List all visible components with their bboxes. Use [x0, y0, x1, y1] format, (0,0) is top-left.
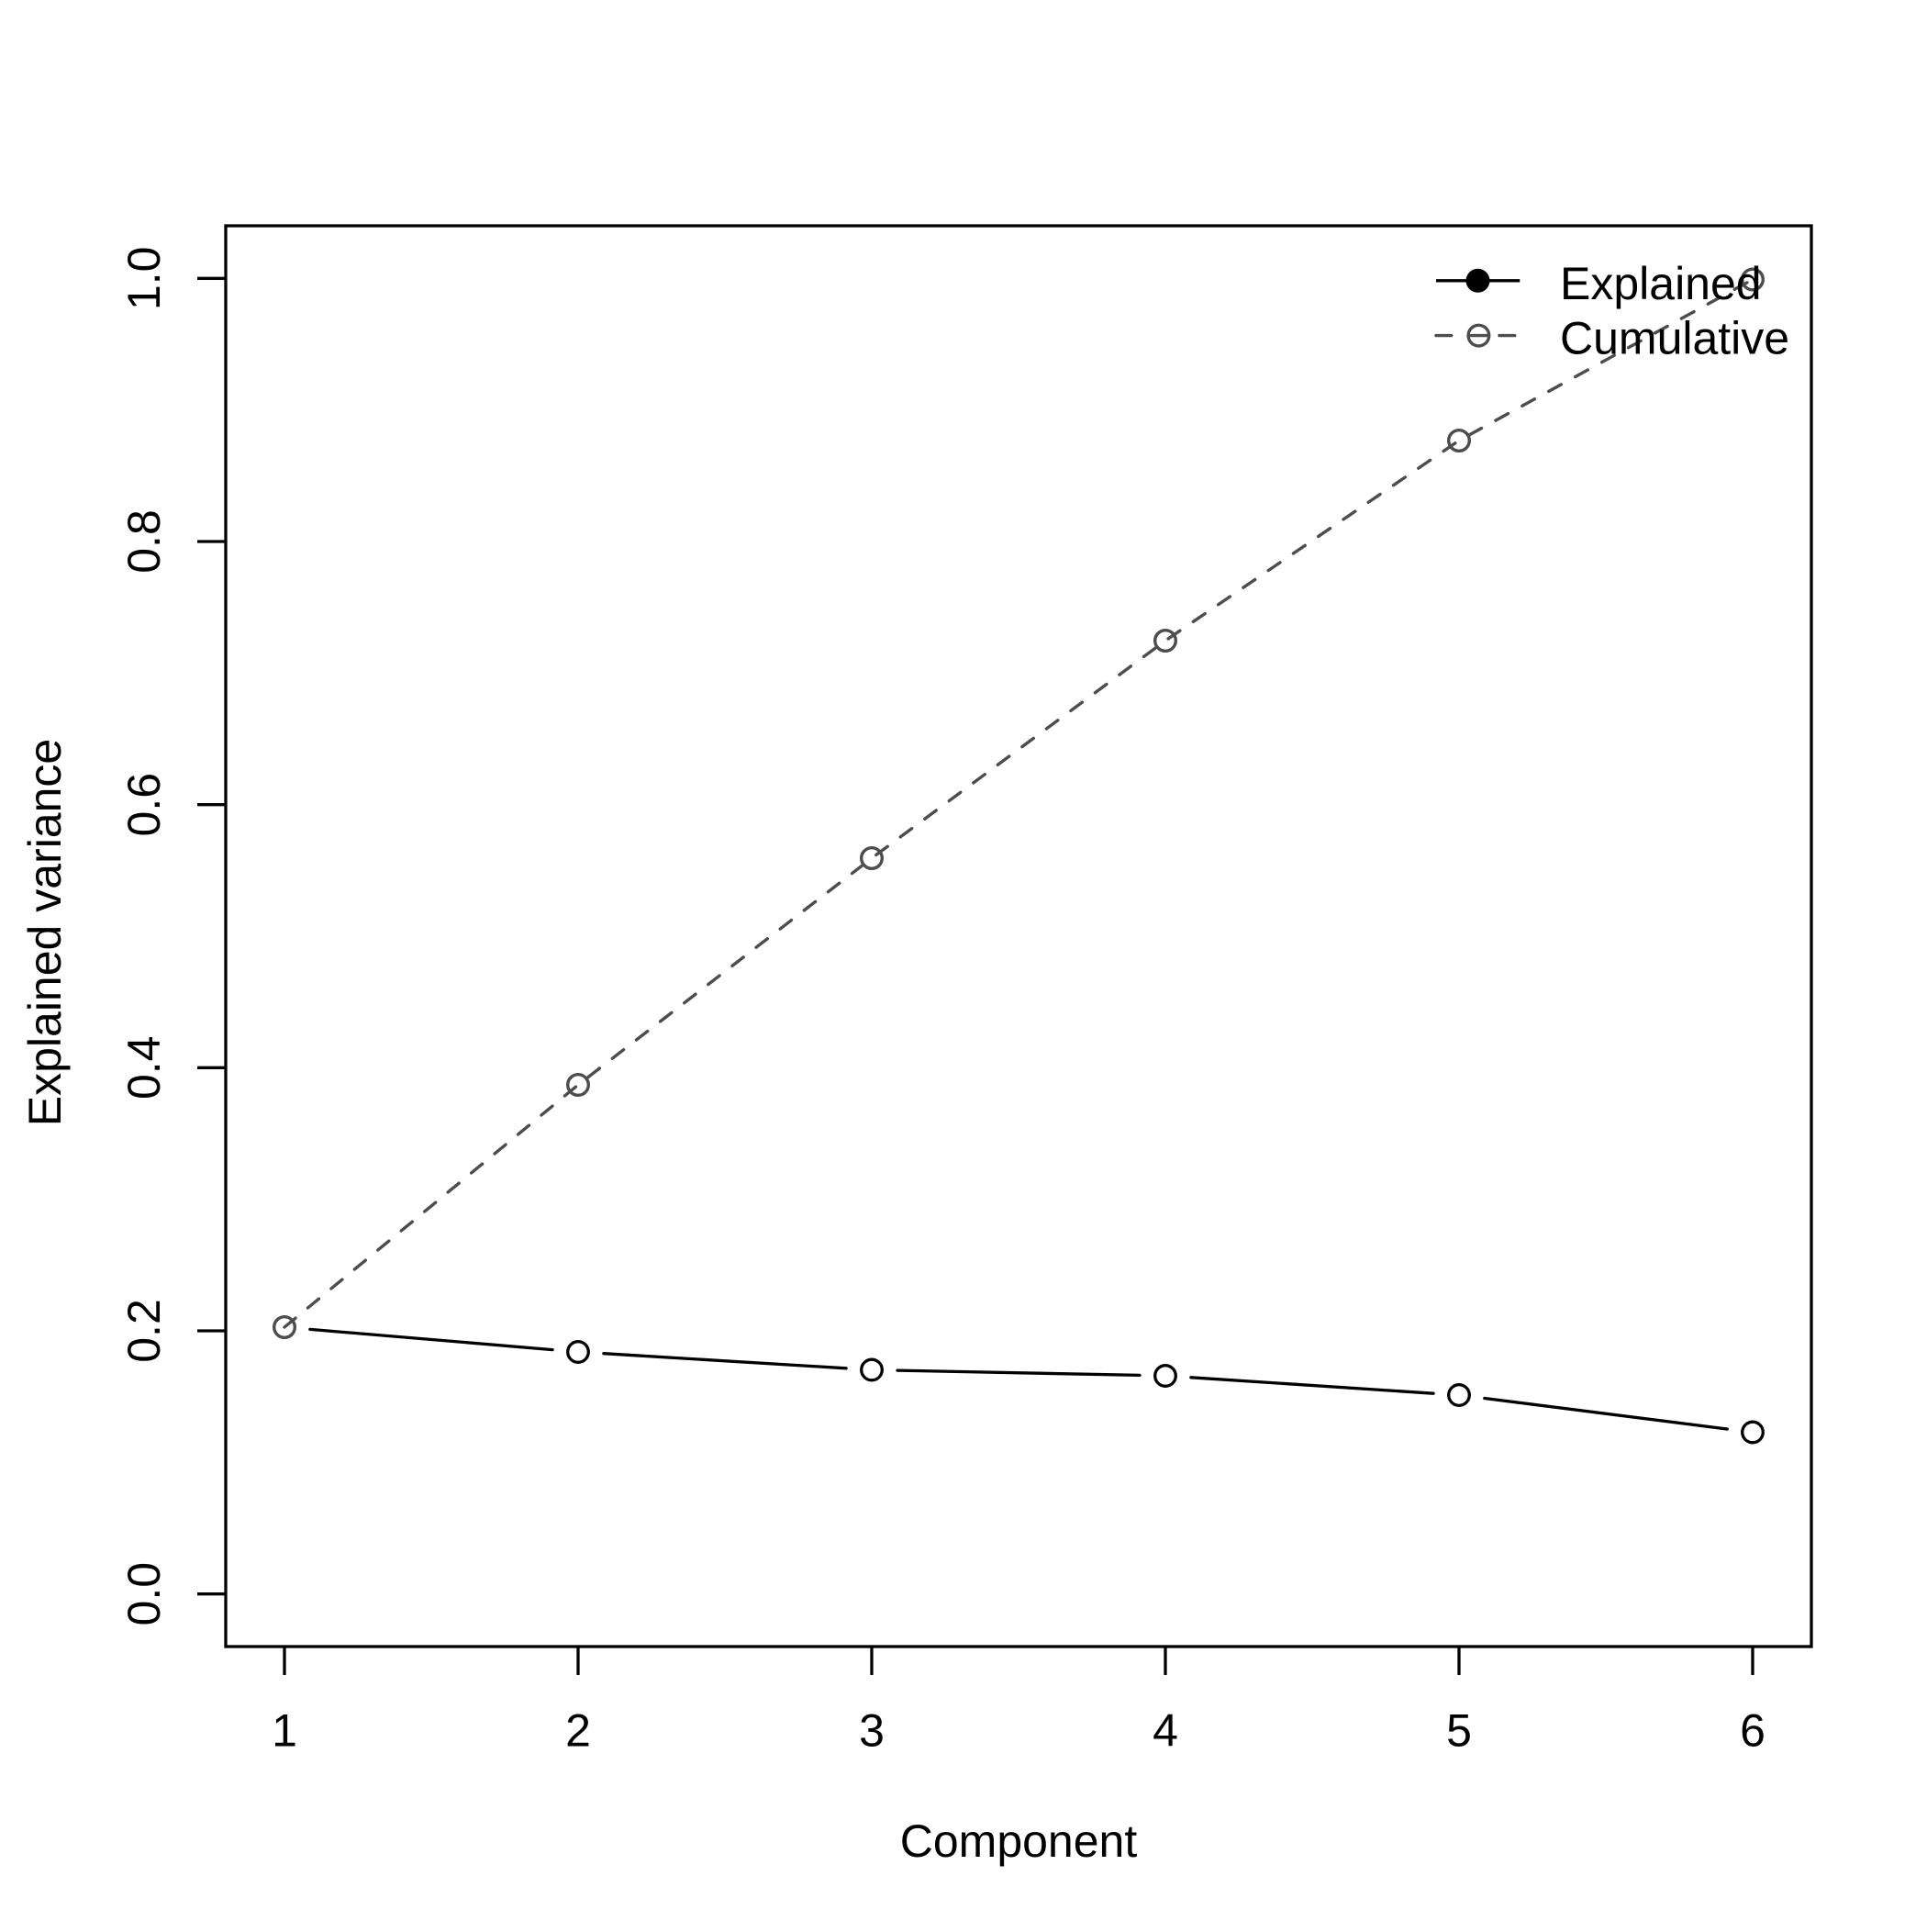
svg-text:6: 6	[1740, 1705, 1765, 1757]
svg-text:2: 2	[565, 1705, 591, 1757]
svg-text:0.0: 0.0	[118, 1562, 170, 1626]
svg-text:0.8: 0.8	[118, 509, 170, 574]
svg-text:5: 5	[1446, 1705, 1472, 1757]
svg-text:3: 3	[859, 1705, 885, 1757]
svg-text:0.6: 0.6	[118, 773, 170, 837]
svg-text:1.0: 1.0	[118, 247, 170, 311]
svg-text:Explained variance: Explained variance	[19, 739, 71, 1127]
svg-text:0.4: 0.4	[118, 1036, 170, 1100]
svg-text:Component: Component	[900, 1815, 1138, 1867]
svg-text:1: 1	[272, 1705, 297, 1757]
svg-text:0.2: 0.2	[118, 1299, 170, 1363]
svg-text:Cumulative: Cumulative	[1560, 313, 1789, 364]
svg-text:4: 4	[1153, 1705, 1178, 1757]
svg-text:Explained: Explained	[1560, 258, 1762, 309]
